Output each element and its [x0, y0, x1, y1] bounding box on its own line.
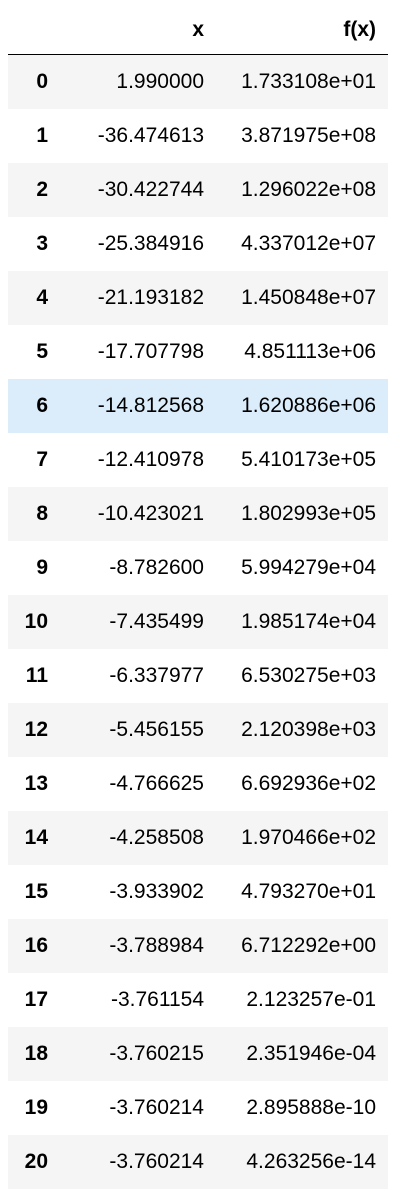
cell-x: -3.760215: [109, 1041, 204, 1065]
cell-fx: 1.296022e+08: [241, 177, 376, 201]
row-index: 19: [24, 1095, 48, 1119]
row-index: 7: [36, 447, 48, 471]
row-index: 3: [36, 231, 48, 255]
table-row: 12 -5.456155 2.120398e+03: [8, 702, 388, 757]
cell-fx: 4.263256e-14: [246, 1149, 376, 1173]
table-row: 8 -10.423021 1.802993e+05: [8, 486, 388, 541]
row-index: 14: [24, 825, 48, 849]
cell-fx: 6.530275e+03: [241, 663, 376, 687]
column-header-fx: f(x): [216, 4, 388, 55]
row-index: 4: [36, 285, 48, 309]
table-row: 2 -30.422744 1.296022e+08: [8, 162, 388, 217]
table-row: 6 -14.812568 1.620886e+06: [8, 378, 388, 433]
row-index: 10: [24, 609, 48, 633]
dataframe-table: x f(x) 0 1.990000 1.733108e+01 1 -36.474613 3…: [8, 4, 388, 1189]
table-row: 7 -12.410978 5.410173e+05: [8, 432, 388, 487]
row-index: 13: [24, 771, 48, 795]
cell-x: -4.766625: [109, 771, 204, 795]
row-index: 18: [24, 1041, 48, 1065]
cell-fx: 4.851113e+06: [244, 339, 376, 363]
table-row: 1 -36.474613 3.871975e+08: [8, 108, 388, 163]
cell-fx: 1.985174e+04: [241, 609, 376, 633]
table-header: x f(x): [8, 4, 388, 55]
cell-fx: 3.871975e+08: [241, 123, 376, 147]
cell-x: -3.760214: [109, 1095, 204, 1119]
table-row: 4 -21.193182 1.450848e+07: [8, 270, 388, 325]
row-index: 20: [24, 1149, 48, 1173]
cell-x: -3.933902: [109, 879, 204, 903]
cell-fx: 2.895888e-10: [246, 1095, 376, 1119]
cell-fx: 2.120398e+03: [241, 717, 376, 741]
cell-fx: 2.351946e-04: [246, 1041, 376, 1065]
row-index: 11: [25, 663, 48, 687]
header-row: x f(x): [8, 4, 388, 55]
row-index: 9: [36, 555, 48, 579]
table-row: 0 1.990000 1.733108e+01: [8, 54, 388, 109]
cell-fx: 1.802993e+05: [241, 501, 376, 525]
cell-x: -21.193182: [97, 285, 204, 309]
cell-x: -14.812568: [97, 393, 204, 417]
column-header-x: x: [60, 4, 216, 55]
table-row: 19 -3.760214 2.895888e-10: [8, 1080, 388, 1135]
row-index: 1: [36, 123, 48, 147]
row-index: 0: [36, 69, 48, 93]
cell-x: -3.761154: [110, 987, 204, 1011]
table-row: 20 -3.760214 4.263256e-14: [8, 1134, 388, 1189]
cell-x: -25.384916: [97, 231, 204, 255]
cell-fx: 1.970466e+02: [241, 825, 376, 849]
cell-fx: 5.994279e+04: [241, 555, 376, 579]
cell-x: -17.707798: [97, 339, 204, 363]
cell-fx: 1.733108e+01: [241, 69, 376, 93]
row-index: 15: [24, 879, 48, 903]
cell-x: -10.423021: [97, 501, 204, 525]
table-row: 15 -3.933902 4.793270e+01: [8, 864, 388, 919]
row-index: 6: [36, 393, 48, 417]
row-index: 5: [36, 339, 48, 363]
cell-fx: 6.712292e+00: [241, 933, 376, 957]
table-row: 11 -6.337977 6.530275e+03: [8, 648, 388, 703]
cell-x: -7.435499: [109, 609, 204, 633]
cell-fx: 1.450848e+07: [241, 285, 376, 309]
row-index: 16: [24, 933, 48, 957]
cell-fx: 2.123257e-01: [246, 987, 376, 1011]
cell-x: -3.788984: [109, 933, 204, 957]
table-row: 13 -4.766625 6.692936e+02: [8, 756, 388, 811]
table-row: 14 -4.258508 1.970466e+02: [8, 810, 388, 865]
cell-x: 1.990000: [116, 69, 204, 93]
cell-x: -30.422744: [97, 177, 204, 201]
table-row: 10 -7.435499 1.985174e+04: [8, 594, 388, 649]
row-index: 8: [36, 501, 48, 525]
table-row: 3 -25.384916 4.337012e+07: [8, 216, 388, 271]
table-row: 18 -3.760215 2.351946e-04: [8, 1026, 388, 1081]
table-row: 16 -3.788984 6.712292e+00: [8, 918, 388, 973]
row-index: 17: [24, 987, 48, 1011]
table-body: 0 1.990000 1.733108e+01 1 -36.474613 3.871975…: [8, 54, 388, 1189]
cell-x: -8.782600: [109, 555, 204, 579]
cell-x: -36.474613: [97, 123, 204, 147]
table-row: 9 -8.782600 5.994279e+04: [8, 540, 388, 595]
cell-x: -3.760214: [109, 1149, 204, 1173]
cell-fx: 5.410173e+05: [241, 447, 376, 471]
table-row: 5 -17.707798 4.851113e+06: [8, 324, 388, 379]
cell-x: -5.456155: [109, 717, 204, 741]
row-index: 2: [36, 177, 48, 201]
cell-x: -12.410978: [97, 447, 204, 471]
row-index: 12: [24, 717, 48, 741]
cell-fx: 6.692936e+02: [241, 771, 376, 795]
index-column-header: [8, 4, 60, 55]
cell-x: -4.258508: [109, 825, 204, 849]
cell-fx: 4.793270e+01: [241, 879, 376, 903]
cell-fx: 4.337012e+07: [241, 231, 376, 255]
cell-fx: 1.620886e+06: [241, 393, 376, 417]
table-row: 17 -3.761154 2.123257e-01: [8, 972, 388, 1027]
cell-x: -6.337977: [109, 663, 204, 687]
